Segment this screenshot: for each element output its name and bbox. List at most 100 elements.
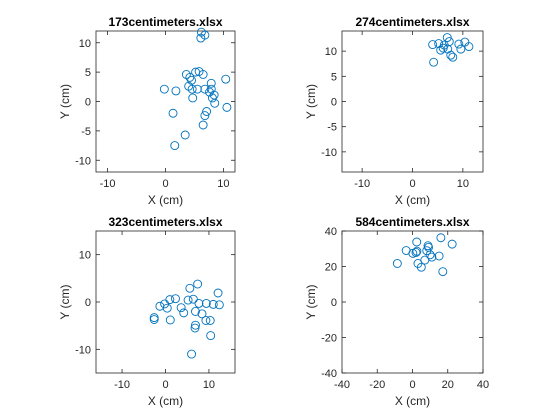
- data-point: [205, 87, 214, 97]
- data-point: [176, 303, 186, 313]
- data-point: [165, 315, 175, 325]
- data-point: [200, 111, 210, 121]
- x-tick-label: 10: [457, 178, 469, 190]
- y-tick-label: 0: [331, 297, 337, 309]
- x-axis-label: X (cm): [395, 394, 430, 408]
- data-point: [222, 102, 232, 112]
- data-point: [187, 349, 197, 359]
- x-axis-label: X (cm): [148, 394, 183, 408]
- data-point: [171, 86, 181, 96]
- plot-area: [341, 230, 484, 374]
- x-tick-label: 20: [442, 379, 454, 391]
- data-point: [185, 72, 195, 82]
- data-point: [149, 315, 159, 324]
- x-tick-label: 10: [203, 379, 215, 391]
- data-point: [436, 233, 446, 243]
- data-point: [425, 250, 435, 260]
- data-point: [198, 70, 208, 79]
- data-point: [202, 107, 212, 116]
- plot-area: [95, 230, 236, 374]
- data-point: [448, 52, 458, 62]
- data-point: [206, 84, 216, 94]
- y-tick-label: 10: [79, 38, 91, 50]
- data-point: [446, 50, 456, 60]
- subplot-584cm: -40 -20 0 20 40 -40 -20 0 20 40 584centimeters.xls…: [304, 215, 489, 408]
- data-point: [165, 295, 175, 305]
- x-tick-label: -40: [334, 379, 350, 391]
- data-point: [193, 279, 203, 289]
- data-point: [196, 33, 206, 43]
- data-point: [447, 239, 457, 249]
- x-tick-label: -20: [369, 379, 385, 391]
- x-tick-label: 40: [477, 379, 489, 391]
- x-tick-label: 0: [409, 379, 415, 391]
- data-point: [454, 39, 464, 49]
- data-point: [205, 316, 215, 325]
- data-point: [183, 295, 193, 305]
- data-point: [412, 246, 422, 256]
- data-point: [191, 307, 200, 316]
- data-point: [185, 283, 195, 293]
- data-point: [208, 299, 218, 309]
- y-tick-label: 10: [325, 46, 337, 58]
- y-tick-label: 5: [85, 67, 91, 79]
- data-point: [198, 120, 208, 130]
- y-tick-label: 40: [325, 226, 337, 238]
- data-point: [207, 93, 217, 103]
- data-point: [436, 45, 446, 55]
- data-point: [221, 74, 231, 84]
- subplot-title: 274centimeters.xlsx: [355, 15, 469, 29]
- data-point: [464, 42, 474, 52]
- data-point: [187, 84, 197, 94]
- subplot-323cm: -10 0 10 -10 0 10 323centimeters.xlsx X (cm) Y (…: [58, 215, 236, 408]
- y-tick-label: -10: [321, 147, 337, 159]
- data-point: [168, 108, 178, 118]
- data-point: [197, 309, 207, 319]
- data-point: [213, 288, 223, 298]
- data-point: [416, 262, 426, 272]
- subplot-title: 323centimeters.xlsx: [108, 215, 222, 229]
- subplot-title: 584centimeters.xlsx: [355, 215, 469, 229]
- data-point: [443, 44, 453, 54]
- x-tick-label: 0: [409, 178, 415, 190]
- x-tick-label: -10: [100, 178, 116, 190]
- data-point: [180, 130, 190, 140]
- y-tick-label: -10: [75, 155, 91, 167]
- x-tick-label: 10: [217, 178, 229, 190]
- data-point: [438, 267, 448, 277]
- y-tick-label: 20: [325, 262, 337, 274]
- y-tick-label: 10: [79, 250, 91, 262]
- y-tick-label: -10: [75, 344, 91, 356]
- y-axis-label: Y (cm): [58, 284, 72, 319]
- data-point: [192, 84, 202, 94]
- y-axis-label: Y (cm): [304, 84, 318, 119]
- data-point: [194, 298, 204, 308]
- data-point: [423, 241, 433, 251]
- data-point: [412, 237, 422, 247]
- data-point: [200, 84, 210, 94]
- y-axis-label: Y (cm): [58, 84, 72, 119]
- data-point: [214, 300, 224, 310]
- data-point: [191, 320, 200, 330]
- data-point: [434, 251, 444, 261]
- y-tick-label: 5: [331, 71, 337, 83]
- data-point: [206, 331, 216, 341]
- y-tick-label: -40: [321, 368, 337, 380]
- data-point: [442, 33, 452, 42]
- y-axis-label: Y (cm): [304, 284, 318, 319]
- y-tick-label: -5: [81, 126, 91, 138]
- x-axis-label: X (cm): [148, 193, 183, 207]
- data-point: [429, 57, 439, 67]
- data-point: [392, 259, 402, 268]
- plot-area: [341, 30, 484, 173]
- x-tick-label: -10: [354, 178, 370, 190]
- y-tick-label: -20: [321, 333, 337, 345]
- subplot-274cm: -10 0 10 -10 -5 0 5 10 274centimeters.xlsx X (cm)…: [304, 15, 484, 207]
- data-point: [411, 248, 421, 257]
- data-point: [159, 84, 169, 94]
- data-point: [179, 308, 189, 318]
- data-point: [209, 90, 219, 100]
- data-point: [201, 298, 211, 308]
- data-point: [188, 294, 198, 304]
